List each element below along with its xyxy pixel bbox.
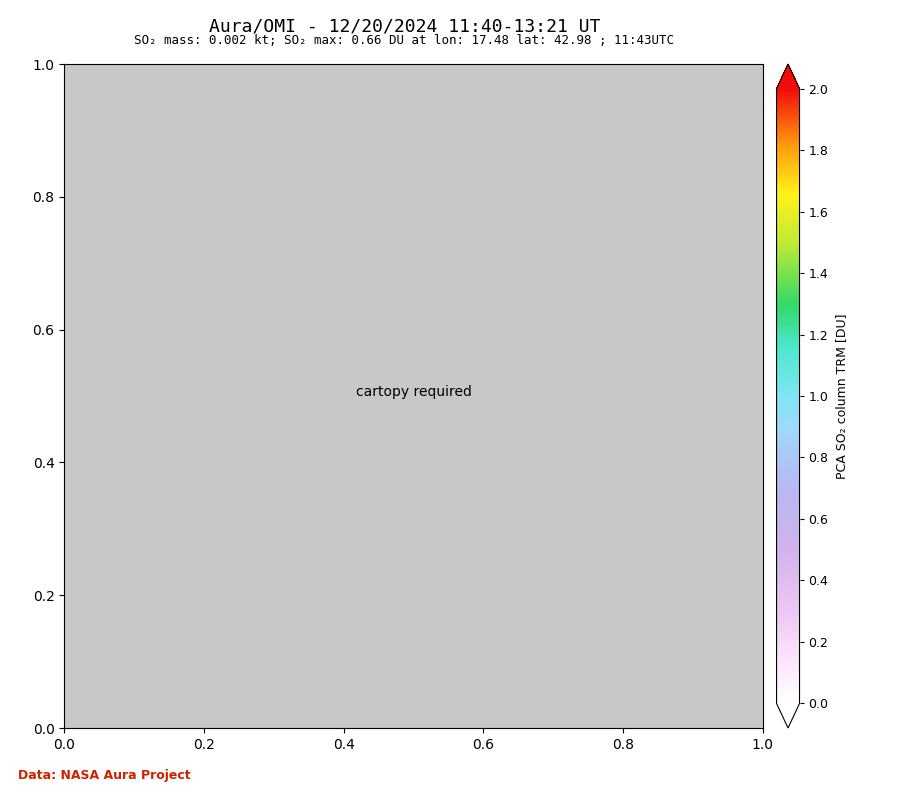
- Text: SO₂ mass: 0.002 kt; SO₂ max: 0.66 DU at lon: 17.48 lat: 42.98 ; 11:43UTC: SO₂ mass: 0.002 kt; SO₂ max: 0.66 DU at …: [134, 34, 675, 47]
- PathPatch shape: [777, 703, 800, 728]
- PathPatch shape: [777, 64, 800, 89]
- Text: cartopy required: cartopy required: [356, 385, 471, 399]
- Y-axis label: PCA SO₂ column TRM [DU]: PCA SO₂ column TRM [DU]: [835, 314, 848, 478]
- Text: Data: NASA Aura Project: Data: NASA Aura Project: [18, 770, 191, 782]
- Text: Aura/OMI - 12/20/2024 11:40-13:21 UT: Aura/OMI - 12/20/2024 11:40-13:21 UT: [209, 18, 600, 35]
